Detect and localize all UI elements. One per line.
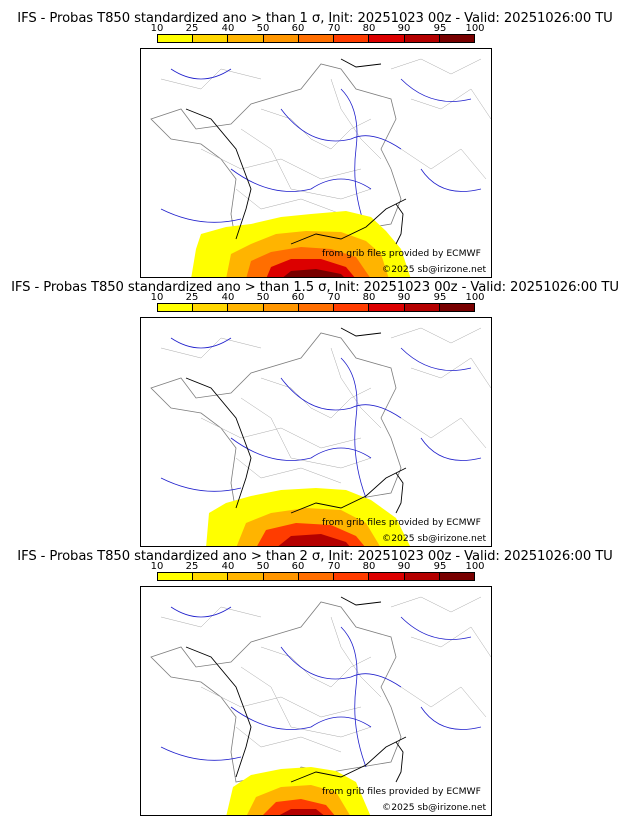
scale-tick: 40 — [221, 23, 235, 34]
panel-title: IFS - Probas T850 standardized ano > tha… — [17, 549, 613, 564]
scale-tick: 80 — [362, 292, 376, 303]
panel-title: IFS - Probas T850 standardized ano > tha… — [17, 11, 613, 26]
credit-copyright: ©2025 sb@irizone.net — [382, 802, 487, 813]
color-swatch — [193, 573, 229, 580]
scale-tick: 25 — [185, 561, 199, 572]
color-swatch — [334, 573, 370, 580]
color-swatch — [334, 35, 370, 42]
scale-tick: 100 — [465, 292, 485, 303]
map-canvas — [150, 596, 491, 815]
rivers — [160, 606, 482, 768]
scale-tick: 70 — [327, 23, 341, 34]
color-swatch — [298, 35, 335, 42]
color-swatch — [439, 573, 474, 580]
scale-tick: 50 — [256, 561, 270, 572]
anomaly-field — [226, 767, 371, 815]
scale-tick: 60 — [291, 23, 305, 34]
scale-tick: 100 — [465, 23, 485, 34]
probability-map: from grib files provided by ECMWF ©2025 … — [140, 586, 492, 816]
probability-map: from grib files provided by ECMWF ©2025 … — [140, 48, 492, 278]
scale-tick: 80 — [362, 23, 376, 34]
coastline — [185, 327, 407, 514]
color-bar — [157, 572, 475, 581]
credit-source: from grib files provided by ECMWF — [322, 248, 481, 259]
map-panel-3: IFS - Probas T850 standardized ano > tha… — [0, 538, 630, 816]
color-swatch — [228, 35, 264, 42]
scale-tick: 50 — [256, 23, 270, 34]
color-swatch — [228, 304, 264, 311]
scale-tick: 10 — [150, 561, 164, 572]
scale-tick: 25 — [185, 292, 199, 303]
color-swatch — [263, 304, 299, 311]
panel-title: IFS - Probas T850 standardized ano > tha… — [11, 280, 619, 295]
france-borders — [150, 63, 402, 245]
color-swatch — [298, 304, 335, 311]
color-swatch — [404, 304, 440, 311]
color-swatch — [228, 573, 264, 580]
scale-tick: 10 — [150, 23, 164, 34]
scale-tick: 95 — [433, 23, 447, 34]
scale-tick: 90 — [397, 292, 411, 303]
color-swatch — [439, 304, 474, 311]
color-swatch — [158, 573, 194, 580]
color-swatch — [263, 573, 299, 580]
scale-tick: 90 — [397, 23, 411, 34]
admin-boundaries — [160, 596, 491, 753]
color-bar — [157, 34, 475, 43]
scale-tick: 100 — [465, 561, 485, 572]
color-swatch — [369, 304, 405, 311]
scale-tick: 70 — [327, 292, 341, 303]
anomaly-field — [191, 211, 411, 277]
color-swatch — [298, 573, 335, 580]
coastline — [185, 596, 407, 783]
scale-tick: 40 — [221, 561, 235, 572]
color-swatch — [334, 304, 370, 311]
color-swatch — [404, 573, 440, 580]
scale-tick: 40 — [221, 292, 235, 303]
color-scale: 10 25 40 50 60 70 80 90 95 100 — [151, 292, 485, 316]
admin-boundaries — [160, 327, 491, 484]
scale-tick: 60 — [291, 561, 305, 572]
color-scale: 10 25 40 50 60 70 80 90 95 100 — [151, 23, 485, 47]
scale-tick: 60 — [291, 292, 305, 303]
probability-map: from grib files provided by ECMWF ©2025 … — [140, 317, 492, 547]
credit-source: from grib files provided by ECMWF — [322, 786, 481, 797]
scale-tick: 90 — [397, 561, 411, 572]
scale-tick: 95 — [433, 561, 447, 572]
color-scale: 10 25 40 50 60 70 80 90 95 100 — [151, 561, 485, 585]
color-swatch — [193, 304, 229, 311]
scale-tick: 80 — [362, 561, 376, 572]
color-swatch — [369, 35, 405, 42]
color-swatch — [439, 35, 474, 42]
credit-copyright: ©2025 sb@irizone.net — [382, 264, 487, 275]
admin-boundaries — [160, 58, 491, 215]
map-canvas — [150, 58, 491, 277]
color-swatch — [158, 304, 194, 311]
coastline — [185, 58, 407, 245]
france-borders — [150, 332, 402, 514]
scale-tick: 50 — [256, 292, 270, 303]
scale-tick: 95 — [433, 292, 447, 303]
credit-source: from grib files provided by ECMWF — [322, 517, 481, 528]
map-canvas — [150, 327, 491, 546]
map-panel-2: IFS - Probas T850 standardized ano > tha… — [0, 269, 630, 547]
scale-tick: 10 — [150, 292, 164, 303]
color-swatch — [404, 35, 440, 42]
anomaly-field — [206, 488, 410, 546]
color-bar — [157, 303, 475, 312]
credit-copyright: ©2025 sb@irizone.net — [382, 533, 487, 544]
color-swatch — [369, 573, 405, 580]
scale-tick: 70 — [327, 561, 341, 572]
color-swatch — [193, 35, 229, 42]
rivers — [160, 337, 482, 499]
color-swatch — [158, 35, 194, 42]
rivers — [160, 68, 482, 230]
map-panel-1: IFS - Probas T850 standardized ano > tha… — [0, 0, 630, 278]
scale-tick: 25 — [185, 23, 199, 34]
color-swatch — [263, 35, 299, 42]
france-borders — [150, 601, 402, 783]
